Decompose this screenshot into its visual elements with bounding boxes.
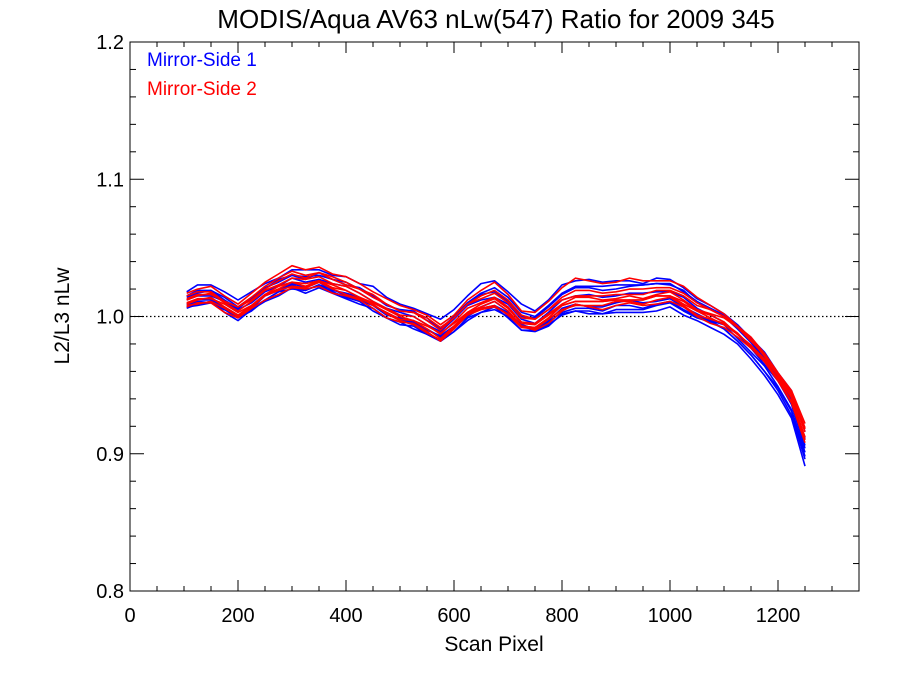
series-line-mirror-side-2 — [186, 271, 806, 438]
series-line-mirror-side-2 — [186, 279, 806, 433]
x-tick-labels: 0 200 400 600 800 1000 1200 — [124, 605, 800, 627]
series-line-mirror-side-2 — [186, 279, 806, 444]
x-tick-label: 200 — [221, 605, 254, 627]
series-line-mirror-side-2 — [186, 281, 806, 438]
y-tick-label: 0.8 — [96, 581, 124, 603]
y-tick-label: 1.0 — [96, 307, 124, 329]
legend-mirror-side-2: Mirror-Side 2 — [147, 79, 257, 100]
y-tick-label: 0.9 — [96, 444, 124, 466]
series-lines — [186, 264, 806, 467]
x-tick-label: 1200 — [756, 605, 801, 627]
y-tick-label: 1.2 — [96, 32, 124, 54]
y-axis-label: L2/L3 nLw — [51, 267, 74, 365]
series-line-mirror-side-1 — [186, 274, 806, 439]
y-tick-labels: 0.8 0.9 1.0 1.1 1.2 — [96, 32, 124, 603]
legend-mirror-side-1: Mirror-Side 1 — [147, 50, 257, 71]
series-line-mirror-side-2 — [186, 285, 806, 441]
axis-ticks — [129, 41, 860, 592]
series-line-mirror-side-2 — [186, 270, 806, 430]
y-tick-label: 1.1 — [96, 169, 124, 191]
series-line-mirror-side-2 — [186, 264, 806, 424]
x-tick-label: 400 — [329, 605, 362, 627]
x-axis-label: Scan Pixel — [444, 633, 543, 656]
x-tick-label: 800 — [545, 605, 578, 627]
x-tick-label: 1000 — [648, 605, 693, 627]
series-line-mirror-side-1 — [186, 277, 806, 449]
x-tick-label: 0 — [124, 605, 135, 627]
x-tick-label: 600 — [437, 605, 470, 627]
chart-title: MODIS/Aqua AV63 nLw(547) Ratio for 2009 … — [217, 4, 774, 34]
series-line-mirror-side-2 — [186, 275, 806, 428]
